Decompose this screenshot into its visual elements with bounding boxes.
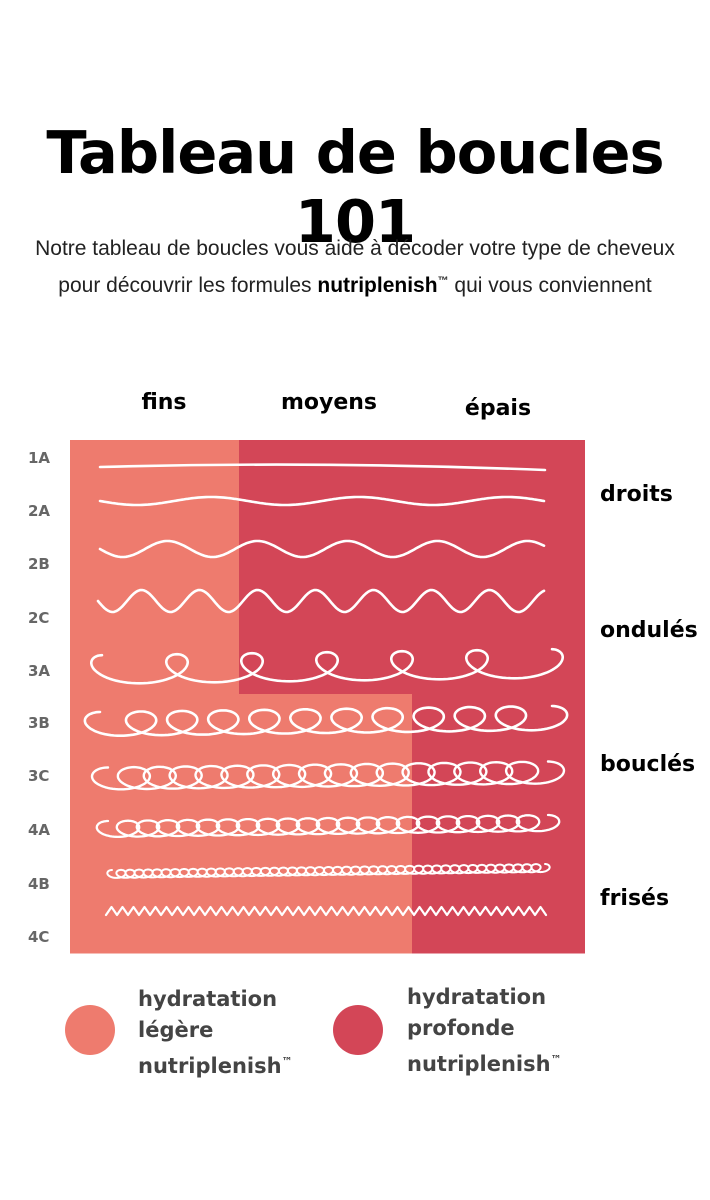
row-label-2a: 2A: [28, 502, 51, 520]
row-label-3c: 3C: [28, 767, 50, 785]
subtitle-line-2: pour découvrir les formules nutriplenish…: [0, 265, 710, 302]
pattern-4b-line: [106, 863, 551, 879]
row-label-4a: 4A: [28, 821, 51, 839]
row-label-4c: 4C: [28, 928, 50, 946]
legend-swatch-light: [65, 1005, 115, 1055]
row-label-3b: 3B: [28, 714, 50, 732]
subtitle-line-1: Notre tableau de boucles vous aide à déc…: [35, 237, 675, 260]
pattern-4c-line: [104, 905, 548, 917]
subtitle-line-2-start: pour découvrir les formules: [58, 274, 318, 297]
column-header-fins: fins: [141, 390, 187, 415]
pattern-1a-line: [98, 463, 547, 472]
pattern-4a-line: [95, 813, 561, 839]
subtitle-line-2-end: qui vous conviennent: [448, 274, 652, 297]
pattern-3a-line: [90, 647, 564, 685]
legend-deep-brand: nutriplenish: [407, 1052, 551, 1076]
category-boucles: bouclés: [600, 752, 696, 777]
row-label-4b: 4B: [28, 875, 50, 893]
row-label-3a: 3A: [28, 662, 51, 680]
trademark-sign: ™: [550, 1053, 562, 1066]
page-title: Tableau de boucles 101: [46, 118, 664, 256]
row-label-1a: 1A: [28, 449, 51, 467]
category-droits: droits: [600, 482, 673, 507]
pattern-3b-line: [83, 704, 569, 737]
row-label-2c: 2C: [28, 609, 50, 627]
subtitle: Notre tableau de boucles vous aide à déc…: [0, 233, 710, 302]
brand-name: nutriplenish: [317, 274, 438, 297]
pattern-2a-line: [98, 495, 546, 507]
pattern-2b-line: [98, 539, 546, 559]
pattern-3c-line: [90, 760, 566, 791]
legend-swatch-deep: [333, 1005, 383, 1055]
category-ondules: ondulés: [600, 618, 698, 643]
legend-light-hydration: hydratation légère nutriplenish™: [138, 984, 293, 1082]
cell-épais-1a: [412, 440, 585, 954]
legend-light-line-2: légère: [138, 1018, 214, 1042]
pattern-2c-line: [96, 588, 546, 614]
trademark-sign: ™: [437, 275, 449, 287]
cell-moyens-1a: [239, 440, 413, 695]
column-header-epais: épais: [464, 396, 532, 421]
category-frises: frisés: [600, 886, 670, 911]
row-label-2b: 2B: [28, 555, 50, 573]
legend-deep-line-2: profonde: [407, 1016, 515, 1040]
legend-deep-line-1: hydratation: [407, 985, 547, 1009]
column-header-moyens: moyens: [280, 390, 378, 415]
legend-light-line-1: hydratation: [138, 987, 278, 1011]
legend-light-line-3: nutriplenish™: [138, 1046, 293, 1082]
hair-pattern-lines: [83, 463, 569, 917]
legend-deep-line-3: nutriplenish™: [407, 1044, 562, 1080]
legend-deep-hydration: hydratation profonde nutriplenish™: [407, 982, 562, 1080]
legend-light-brand: nutriplenish: [138, 1054, 282, 1078]
trademark-sign: ™: [281, 1055, 293, 1068]
